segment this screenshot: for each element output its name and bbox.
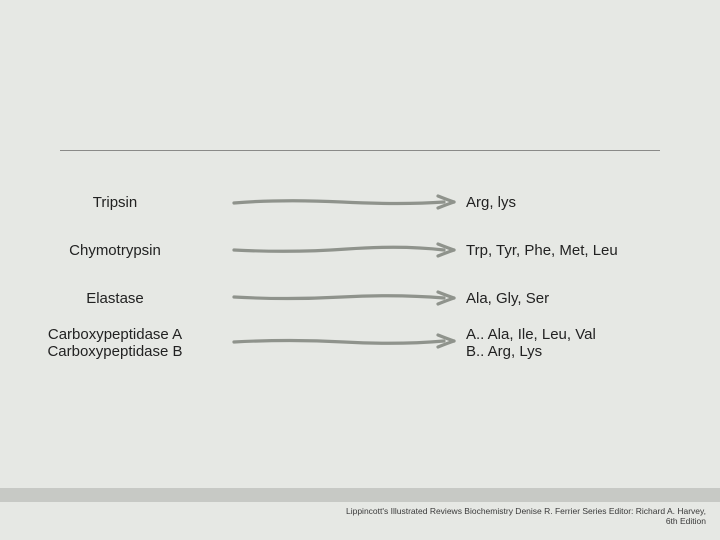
table-row: Carboxypeptidase A Carboxypeptidase B A.…	[0, 322, 720, 380]
target-label: A.. Ala, Ile, Leu, Val B.. Arg, Lys	[460, 326, 720, 360]
target-line2: B.. Arg, Lys	[466, 343, 720, 360]
table-row: Elastase Ala, Gly, Ser	[0, 274, 720, 322]
table-row: Chymotrypsin Trp, Tyr, Phe, Met, Leu	[0, 226, 720, 274]
arrow-icon	[232, 332, 458, 350]
target-label: Ala, Gly, Ser	[460, 290, 720, 307]
arrow-cell	[230, 326, 460, 350]
arrow-icon	[232, 193, 458, 211]
arrow-cell	[230, 289, 460, 307]
enzyme-table: Tripsin Arg, lys Chymotrypsin Trp, Tyr, …	[0, 178, 720, 380]
arrow-cell	[230, 241, 460, 259]
horizontal-rule	[60, 150, 660, 151]
target-label: Trp, Tyr, Phe, Met, Leu	[460, 242, 720, 259]
enzyme-label: Elastase	[0, 290, 230, 307]
footer-bar	[0, 488, 720, 502]
arrow-icon	[232, 241, 458, 259]
citation-line1: Lippincott's Illustrated Reviews Biochem…	[346, 506, 706, 516]
enzyme-line1: Carboxypeptidase A	[48, 326, 182, 343]
target-line1: A.. Ala, Ile, Leu, Val	[466, 326, 596, 343]
enzyme-line2: Carboxypeptidase B	[0, 343, 230, 360]
citation-line2: 6th Edition	[666, 516, 706, 526]
citation: Lippincott's Illustrated Reviews Biochem…	[0, 506, 706, 526]
target-label: Arg, lys	[460, 194, 720, 211]
enzyme-label: Tripsin	[0, 194, 230, 211]
enzyme-label: Chymotrypsin	[0, 242, 230, 259]
arrow-cell	[230, 193, 460, 211]
arrow-icon	[232, 289, 458, 307]
enzyme-label: Carboxypeptidase A Carboxypeptidase B	[0, 326, 230, 360]
table-row: Tripsin Arg, lys	[0, 178, 720, 226]
